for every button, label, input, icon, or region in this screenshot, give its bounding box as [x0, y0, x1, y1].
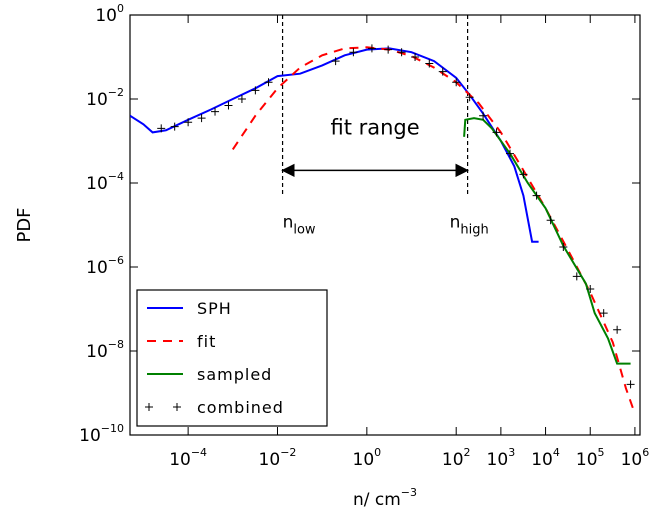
range-label-sub: low	[293, 222, 316, 237]
plus-marker	[546, 216, 555, 225]
y-tick-label-base: 10	[86, 342, 108, 362]
legend-box	[136, 289, 328, 427]
series-line	[130, 47, 539, 243]
y-tick-label: 10−2	[86, 86, 124, 110]
plus-marker	[224, 101, 233, 110]
plus-marker	[237, 95, 246, 103]
plus-marker	[505, 149, 514, 158]
plot-area	[130, 44, 636, 415]
plus-marker	[532, 191, 541, 200]
plus-marker	[170, 122, 179, 131]
y-tick-label: 10−10	[79, 422, 124, 446]
plus-marker	[184, 118, 193, 127]
x-tick-label-exponent: 3	[508, 446, 515, 459]
y-tick-label-exponent: −8	[108, 338, 124, 351]
plus-marker	[452, 78, 461, 87]
y-tick-label-exponent: 0	[117, 2, 124, 15]
y-tick-label: 10−6	[86, 254, 124, 278]
range-label-sub: high	[460, 222, 488, 237]
y-tick-label-base: 10	[95, 6, 117, 26]
x-tick-label-base: 10	[621, 450, 643, 470]
plus-marker	[197, 114, 206, 123]
plus-marker	[367, 44, 376, 53]
legend-marker	[145, 403, 153, 411]
x-tick-label-exponent: −4	[191, 446, 207, 459]
y-tick-label-base: 10	[86, 258, 108, 278]
legend-marker	[173, 403, 181, 411]
x-tick-label-base: 10	[442, 450, 464, 470]
plus-marker	[411, 53, 420, 61]
legend-label: fit	[197, 332, 216, 351]
y-tick-label: 10−8	[86, 338, 124, 362]
plus-marker	[438, 67, 447, 76]
x-axis-label-base: n/ cm	[353, 490, 401, 510]
y-tick-label: 100	[95, 2, 124, 26]
x-tick-label-exponent: −2	[280, 446, 296, 459]
x-tick-label-exponent: 2	[464, 446, 471, 459]
plus-marker	[251, 86, 260, 95]
x-tick-label: 105	[576, 446, 605, 470]
x-tick-label-base: 10	[576, 450, 598, 470]
range-label-base: n	[283, 212, 294, 232]
legend-label: sampled	[197, 365, 272, 384]
y-tick-label-base: 10	[79, 426, 101, 446]
y-tick-label-exponent: −2	[108, 86, 124, 99]
plus-marker	[211, 107, 220, 116]
plus-marker	[397, 48, 406, 57]
x-tick-label: 10−2	[259, 446, 297, 470]
plus-marker	[599, 309, 608, 318]
range-label-low: nlow	[283, 212, 316, 237]
x-tick-label-base: 10	[169, 450, 191, 470]
x-tick-label: 103	[487, 446, 516, 470]
plus-marker	[349, 48, 358, 57]
legend-label: combined	[197, 398, 284, 417]
plot-frame	[129, 14, 641, 436]
x-tick-label-exponent: 0	[374, 446, 381, 459]
plus-marker	[479, 111, 488, 120]
range-title: fit range	[330, 115, 419, 139]
plus-marker	[626, 380, 635, 389]
plus-marker	[157, 124, 166, 133]
plus-marker	[264, 78, 273, 87]
plus-marker	[586, 284, 595, 293]
x-tick-label: 102	[442, 446, 471, 470]
plus-marker	[519, 170, 528, 179]
y-axis-label: PDF	[14, 207, 35, 242]
plus-marker	[492, 128, 501, 137]
x-tick-label-exponent: 4	[553, 446, 560, 459]
x-tick-label-base: 10	[259, 450, 281, 470]
x-tick-label: 104	[531, 446, 560, 470]
y-tick-label-base: 10	[86, 90, 108, 110]
x-axis-label: n/ cm−3	[353, 486, 417, 510]
x-tick-label: 106	[621, 446, 650, 470]
x-axis-label-exponent: −3	[401, 486, 417, 499]
plus-marker	[572, 272, 581, 281]
x-tick-label: 100	[353, 446, 382, 470]
y-tick-label: 10−4	[86, 170, 124, 194]
plus-marker	[331, 57, 340, 66]
plus-marker	[613, 325, 622, 334]
y-tick-label-exponent: −4	[108, 170, 124, 183]
x-tick-label: 10−4	[169, 446, 207, 470]
plus-marker	[384, 45, 393, 54]
plus-marker	[465, 93, 474, 102]
x-tick-label-exponent: 5	[598, 446, 605, 459]
y-tick-label-exponent: −6	[108, 254, 124, 267]
x-tick-label-base: 10	[353, 450, 375, 470]
x-tick-label-base: 10	[531, 450, 553, 470]
y-tick-label-exponent: −10	[101, 422, 124, 435]
x-tick-label-base: 10	[487, 450, 509, 470]
legend-label: SPH	[197, 299, 232, 318]
plus-marker	[559, 242, 568, 251]
range-label-high: nhigh	[450, 212, 489, 237]
x-tick-label-exponent: 6	[642, 446, 649, 459]
y-tick-label-base: 10	[86, 174, 108, 194]
plus-marker	[425, 59, 434, 68]
range-label-base: n	[450, 212, 461, 232]
